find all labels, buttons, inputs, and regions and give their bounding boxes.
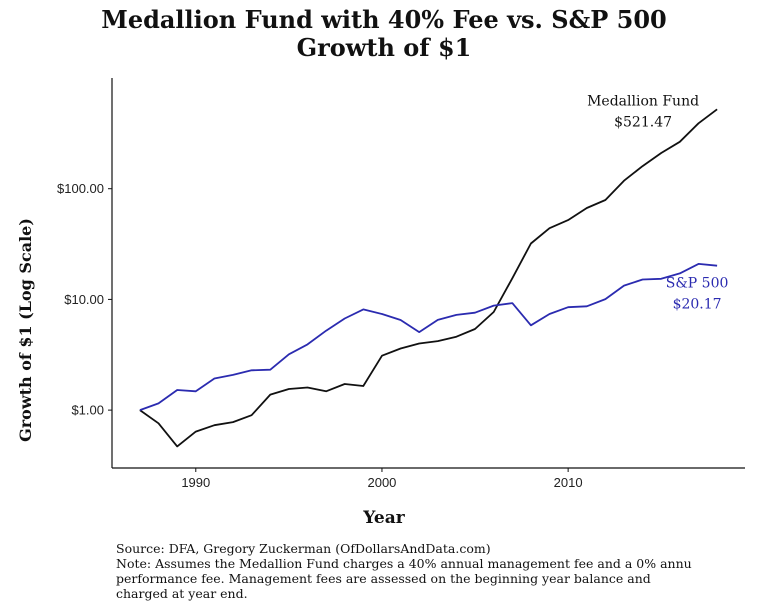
- caption-note-line-3: charged at year end.: [116, 586, 248, 601]
- annotations: Medallion Fund $521.47 S&P 500 $20.17: [587, 93, 728, 312]
- y-tick-label: $100.00: [57, 181, 104, 196]
- series-line-medallion-fund: [139, 108, 718, 448]
- series-lines: [139, 108, 718, 448]
- annotation-s-p-500-name: S&P 500: [666, 276, 729, 292]
- x-tick-label: 1990: [181, 475, 210, 490]
- chart-title-line1: Medallion Fund with 40% Fee vs. S&P 500: [101, 5, 667, 34]
- series-line-s-p-500: [139, 262, 718, 411]
- caption-note-line-2: performance fee. Management fees are ass…: [116, 571, 651, 586]
- x-axis-label: Year: [363, 508, 405, 528]
- y-axis-label: Growth of $1 (Log Scale): [16, 218, 35, 442]
- y-tick-label: $10.00: [64, 292, 104, 307]
- chart-caption: Source: DFA, Gregory Zuckerman (OfDollar…: [116, 541, 692, 601]
- chart-title: Medallion Fund with 40% Fee vs. S&P 500 …: [0, 6, 768, 62]
- chart-title-line2: Growth of $1: [296, 33, 472, 62]
- annotation-medallion-fund-value: $521.47: [614, 114, 672, 130]
- caption-source: Source: DFA, Gregory Zuckerman (OfDollar…: [116, 541, 491, 556]
- annotation-s-p-500-value: $20.17: [673, 297, 722, 313]
- y-tick-label: $1.00: [71, 403, 104, 418]
- axes: $1.00 $10.00 $100.00 1990 2000 2010: [57, 78, 745, 490]
- x-tick-label: 2010: [554, 475, 583, 490]
- annotation-medallion-fund-name: Medallion Fund: [587, 93, 699, 109]
- caption-note-line-1: Note: Assumes the Medallion Fund charges…: [116, 556, 692, 571]
- x-tick-label: 2000: [367, 475, 396, 490]
